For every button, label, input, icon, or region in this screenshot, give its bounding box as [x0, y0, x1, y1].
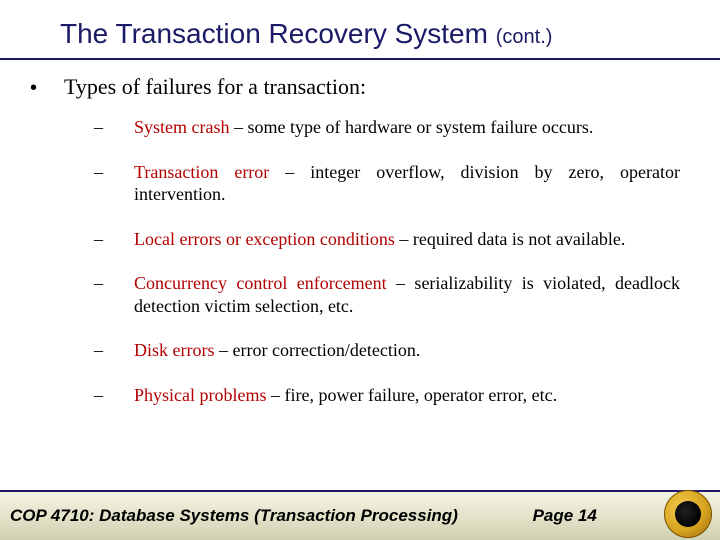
item-text: Disk errors – error correction/detection…: [134, 339, 680, 362]
list-item: – Transaction error – integer overflow, …: [94, 161, 680, 206]
footer-page: Page 14: [533, 506, 597, 525]
intro-text: Types of failures for a transaction:: [64, 74, 366, 100]
slide: The Transaction Recovery System (cont.) …: [0, 0, 720, 540]
item-lead: Disk errors: [134, 340, 214, 360]
slide-body: • Types of failures for a transaction: –…: [0, 60, 720, 540]
footer-text: COP 4710: Database Systems (Transaction …: [10, 506, 597, 526]
item-text: Physical problems – fire, power failure,…: [134, 384, 680, 407]
footer: COP 4710: Database Systems (Transaction …: [0, 490, 720, 540]
footer-course: COP 4710: Database Systems (Transaction …: [10, 506, 458, 525]
item-lead: Transaction error: [134, 162, 269, 182]
item-rest: – fire, power failure, operator error, e…: [267, 385, 558, 405]
item-lead: Local errors or exception conditions: [134, 229, 395, 249]
item-lead: Physical problems: [134, 385, 267, 405]
dash: –: [94, 339, 134, 362]
title-cont: (cont.): [496, 26, 553, 48]
list-item: – Local errors or exception conditions –…: [94, 228, 680, 251]
item-rest: – some type of hardware or system failur…: [229, 117, 593, 137]
item-text: Transaction error – integer overflow, di…: [134, 161, 680, 206]
intro-line: • Types of failures for a transaction:: [30, 74, 680, 100]
item-rest: – error correction/detection.: [214, 340, 420, 360]
item-rest: – required data is not available.: [395, 229, 625, 249]
bullet-dot: •: [30, 77, 64, 100]
item-text: Local errors or exception conditions – r…: [134, 228, 680, 251]
list-item: – Physical problems – fire, power failur…: [94, 384, 680, 407]
item-text: Concurrency control enforcement – serial…: [134, 272, 680, 317]
dash: –: [94, 116, 134, 139]
title-main: The Transaction Recovery System: [60, 18, 496, 49]
list-item: – System crash – some type of hardware o…: [94, 116, 680, 139]
title-bar: The Transaction Recovery System (cont.): [0, 0, 720, 60]
item-list: – System crash – some type of hardware o…: [30, 116, 680, 406]
ucf-logo-icon: [664, 490, 712, 538]
slide-title: The Transaction Recovery System (cont.): [60, 18, 690, 50]
item-lead: Concurrency control enforcement: [134, 273, 387, 293]
list-item: – Concurrency control enforcement – seri…: [94, 272, 680, 317]
dash: –: [94, 272, 134, 317]
item-text: System crash – some type of hardware or …: [134, 116, 680, 139]
dash: –: [94, 161, 134, 206]
item-lead: System crash: [134, 117, 229, 137]
dash: –: [94, 384, 134, 407]
list-item: – Disk errors – error correction/detecti…: [94, 339, 680, 362]
dash: –: [94, 228, 134, 251]
